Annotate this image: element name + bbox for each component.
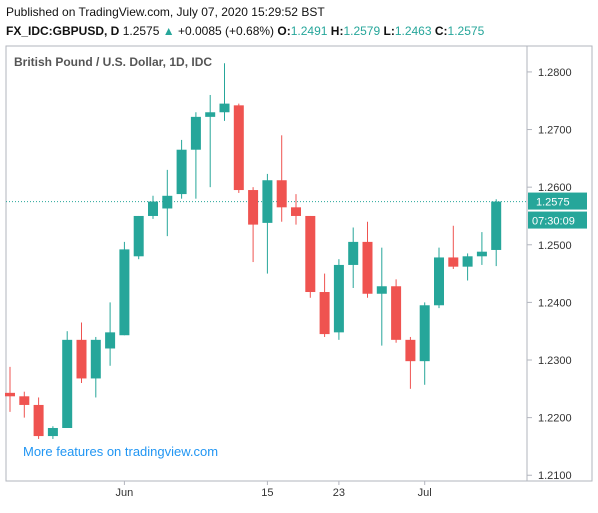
y-tick-label: 1.2400 (538, 297, 572, 309)
y-tick-label: 1.2800 (538, 67, 572, 79)
candle-body-up (262, 180, 273, 223)
open-label: O: (277, 24, 291, 38)
low-label: L: (383, 24, 395, 38)
low-value: 1.2463 (394, 24, 432, 38)
countdown-badge (528, 211, 587, 229)
candle-body-up (219, 103, 230, 113)
candle-body-up (190, 116, 201, 150)
candle-body-up (62, 339, 73, 428)
candle-body-up (491, 201, 502, 250)
candle-body-up (476, 251, 487, 257)
candle-body-down (319, 292, 330, 335)
candle-body-up (105, 332, 116, 349)
chart-title: British Pound / U.S. Dollar, 1D, IDC (14, 55, 212, 69)
y-tick-label: 1.2300 (538, 355, 572, 367)
candle-body-up (176, 149, 187, 195)
candle-body-down (5, 392, 15, 397)
y-tick-label: 1.2200 (538, 413, 572, 425)
y-tick-label: 1.2700 (538, 125, 572, 137)
candle-body-up (162, 195, 173, 209)
countdown-label: 07:30:09 (532, 216, 575, 228)
candle-body-down (76, 339, 87, 379)
candle-body-up (119, 249, 130, 336)
candle-body-up (148, 201, 158, 216)
chart-header: Published on TradingView.com, July 07, 2… (6, 4, 592, 40)
chart-frame (5, 45, 593, 482)
candle-body-up (205, 112, 216, 117)
candle-body-down (391, 286, 402, 340)
close-value: 1.2575 (447, 24, 485, 38)
symbol-label[interactable]: FX_IDC:GBPUSD, D (6, 24, 120, 38)
up-arrow-icon: ▲ (162, 24, 175, 38)
high-value: 1.2579 (343, 24, 381, 38)
candle-body-down (448, 257, 459, 267)
last-price: 1.2575 (122, 24, 160, 38)
candle-body-up (90, 339, 101, 379)
candle-body-down (33, 404, 44, 437)
x-tick-label: 15 (261, 487, 273, 499)
x-tick-label: Jul (418, 487, 432, 499)
last-price-label: 1.2575 (536, 197, 570, 209)
close-label: C: (434, 24, 448, 38)
candle-body-down (233, 105, 244, 191)
candle-body-down (19, 396, 30, 405)
quote-line: FX_IDC:GBPUSD, D 1.2575 ▲ +0.0085 (+0.68… (6, 22, 592, 40)
y-tick-label: 1.2600 (538, 182, 572, 194)
y-tick-label: 1.2500 (538, 240, 572, 252)
candle-body-up (133, 215, 144, 257)
x-tick-label: Jun (116, 487, 134, 499)
candle-body-up (419, 305, 430, 362)
candle-body-up (434, 257, 444, 306)
published-text: Published on TradingView.com, July 07, 2… (6, 5, 325, 19)
candle-body-up (462, 256, 473, 267)
candle-body-down (248, 190, 259, 225)
candle-body-down (291, 207, 301, 216)
change-value: +0.0085 (+0.68%) (177, 24, 275, 38)
candle-body-down (305, 215, 316, 293)
open-value: 1.2491 (290, 24, 328, 38)
candle-body-down (276, 180, 287, 208)
high-label: H: (330, 24, 344, 38)
candle-body-down (362, 241, 373, 294)
y-tick-label: 1.2100 (538, 470, 572, 482)
candle-body-up (333, 264, 344, 333)
candle-body-up (47, 427, 58, 437)
x-tick-label: 23 (333, 487, 345, 499)
candle-body-up (376, 286, 387, 294)
candle-body-down (405, 339, 416, 362)
candle-body-up (348, 241, 359, 265)
promo-link[interactable]: More features on tradingview.com (23, 444, 219, 459)
last-price-badge (528, 192, 587, 210)
